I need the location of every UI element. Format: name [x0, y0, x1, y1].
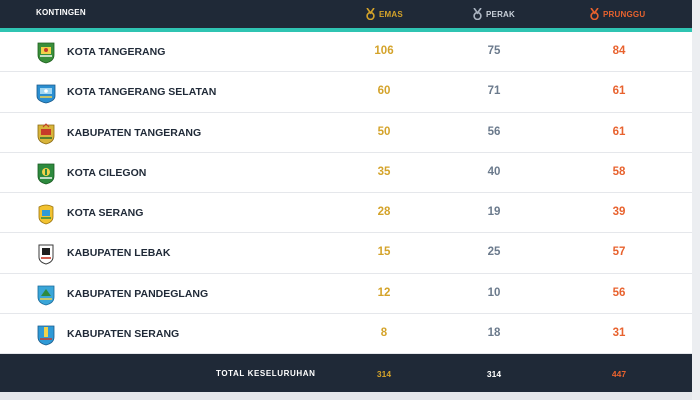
- table-row[interactable]: KOTA TANGERANG SELATAN 60 71 61: [0, 72, 692, 113]
- table-footer-total: TOTAL KESELURUHAN 314 314 447: [0, 354, 692, 392]
- bronze-count: 56: [612, 286, 626, 299]
- silver-count: 56: [487, 125, 501, 138]
- contingent-name: KOTA TANGERANG: [67, 46, 166, 58]
- table-body: KOTA TANGERANG 106 75 84 KOTA TANGERANG …: [0, 32, 692, 355]
- bronze-medal-icon: [590, 8, 599, 20]
- table-row[interactable]: KOTA SERANG 28 19 39: [0, 193, 692, 234]
- gold-count: 8: [380, 327, 388, 340]
- header-silver: PERAK: [472, 6, 515, 22]
- total-bronze: 447: [611, 369, 627, 379]
- vertical-scrollbar[interactable]: [692, 0, 700, 400]
- table-row[interactable]: KABUPATEN TANGERANG 50 56 61: [0, 113, 692, 153]
- kota-cilegon-emblem-icon: [37, 163, 55, 185]
- bronze-count: 61: [612, 125, 626, 138]
- gold-count: 106: [374, 45, 394, 57]
- bronze-count: 39: [612, 206, 626, 219]
- bottom-strip: [0, 392, 692, 400]
- kabupaten-serang-emblem-icon: [37, 325, 55, 346]
- bronze-count: 61: [612, 85, 626, 98]
- bronze-count: 58: [612, 165, 626, 178]
- bronze-count: 31: [612, 327, 626, 340]
- kabupaten-tangerang-emblem-icon: [37, 122, 55, 145]
- silver-count: 19: [487, 206, 501, 219]
- header-gold-label: EMAS: [379, 9, 403, 19]
- silver-count: 25: [487, 246, 501, 259]
- contingent-name: KABUPATEN PANDEGLANG: [67, 287, 209, 300]
- total-silver: 314: [486, 369, 502, 379]
- gold-count: 15: [377, 246, 391, 259]
- contingent-name: KABUPATEN LEBAK: [67, 247, 171, 260]
- kota-tangerang-selatan-emblem-icon: [36, 84, 56, 104]
- kabupaten-pandeglang-emblem-icon: [37, 285, 55, 306]
- header-gold: EMAS: [365, 6, 403, 22]
- silver-count: 75: [487, 45, 501, 57]
- table-row[interactable]: KABUPATEN LEBAK 15 25 57: [0, 233, 692, 274]
- contingent-name: KABUPATEN SERANG: [67, 328, 180, 341]
- table-row[interactable]: KOTA TANGERANG 106 75 84: [0, 32, 692, 73]
- silver-count: 18: [487, 327, 501, 340]
- silver-count: 71: [487, 85, 501, 98]
- kota-tangerang-emblem-icon: [37, 42, 55, 64]
- bronze-count: 57: [612, 246, 626, 259]
- gold-count: 50: [377, 125, 391, 138]
- contingent-name: KOTA TANGERANG SELATAN: [67, 86, 217, 99]
- total-gold: 314: [376, 369, 392, 379]
- contingent-name: KABUPATEN TANGERANG: [67, 126, 202, 139]
- gold-count: 28: [377, 206, 391, 219]
- table-row[interactable]: KABUPATEN PANDEGLANG 12 10 56: [0, 274, 692, 315]
- contingent-name: KOTA SERANG: [67, 207, 144, 220]
- gold-count: 12: [377, 286, 391, 299]
- gold-count: 60: [377, 85, 391, 98]
- kota-serang-emblem-icon: [38, 204, 54, 225]
- table-row[interactable]: KABUPATEN SERANG 8 18 31: [0, 314, 692, 355]
- header-silver-label: PERAK: [486, 9, 516, 19]
- silver-count: 40: [487, 165, 501, 178]
- header-bronze-label: PRUNGGU: [603, 9, 646, 19]
- gold-medal-icon: [366, 8, 375, 20]
- table-row[interactable]: KOTA CILEGON 35 40 58: [0, 153, 692, 194]
- bronze-count: 84: [612, 45, 626, 57]
- silver-count: 10: [487, 286, 501, 299]
- kabupaten-lebak-emblem-icon: [38, 244, 54, 266]
- silver-medal-icon: [473, 8, 482, 20]
- total-label: TOTAL KESELURUHAN: [216, 369, 316, 378]
- gold-count: 35: [377, 165, 391, 178]
- contingent-name: KOTA CILEGON: [67, 166, 147, 179]
- table-header: KONTINGEN EMAS PERAK PRUNGGU: [0, 0, 692, 28]
- header-contingent: KONTINGEN: [36, 8, 86, 17]
- header-bronze: PRUNGGU: [589, 6, 645, 22]
- header-accent-bar: [0, 28, 692, 32]
